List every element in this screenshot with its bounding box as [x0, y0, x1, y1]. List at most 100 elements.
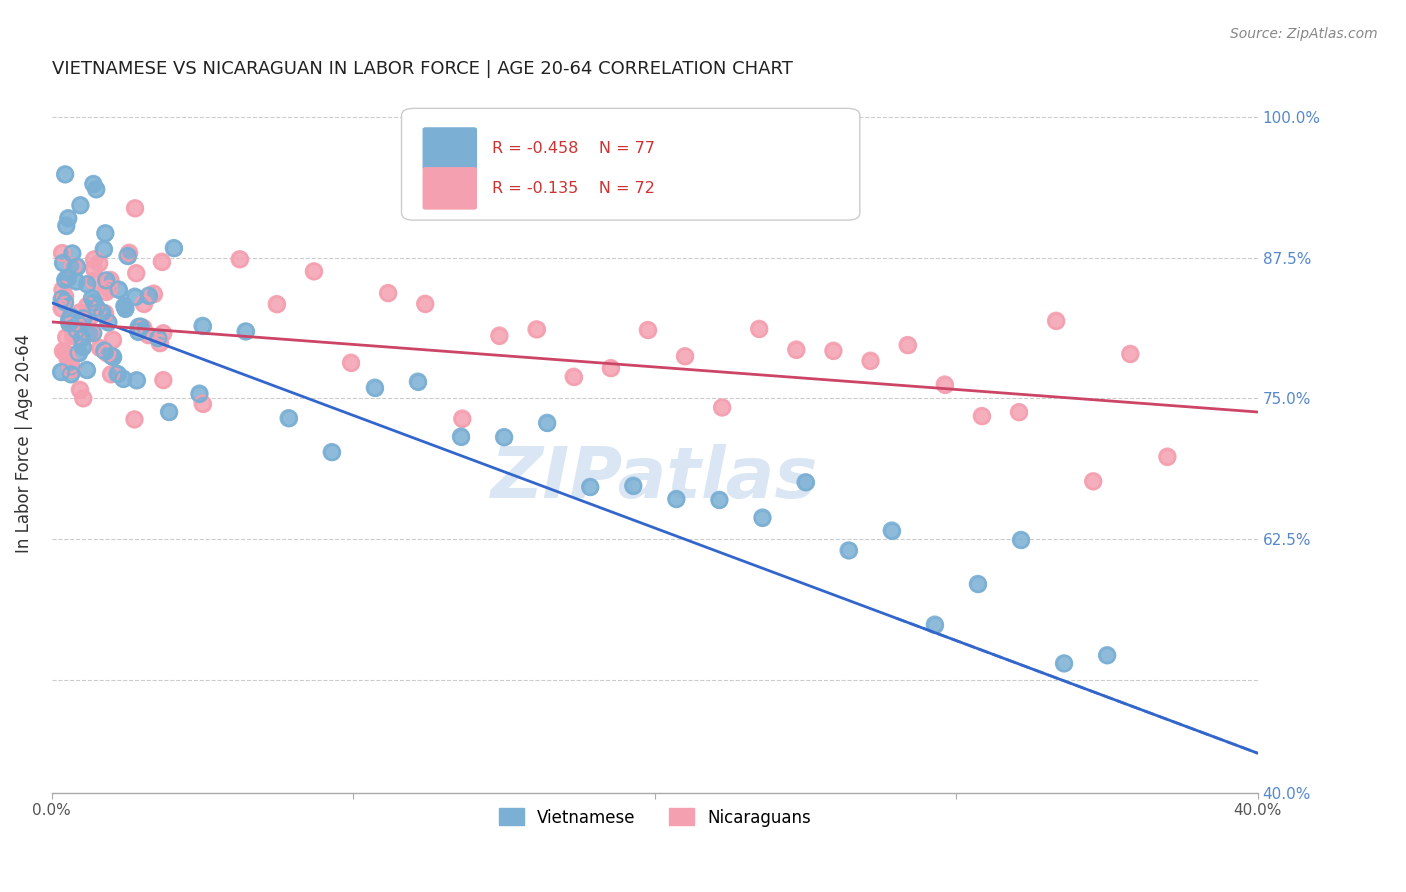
Point [149, 336, 172, 351]
Point [321, 445, 343, 459]
Legend: Vietnamese, Nicaraguans: Vietnamese, Nicaraguans [492, 802, 817, 833]
Point [98, 282, 121, 296]
Point [96, 273, 118, 287]
Point [94, 285, 117, 299]
Point [526, 322, 548, 336]
Point [124, 202, 146, 216]
Point [579, 480, 602, 494]
Point [1008, 405, 1031, 419]
Point [1119, 347, 1142, 361]
Point [80, 291, 103, 305]
Point [94, 285, 117, 299]
Point [377, 286, 399, 301]
Point [492, 430, 515, 444]
Point [562, 369, 585, 384]
Point [80, 326, 103, 341]
Point [1095, 648, 1118, 663]
Point [118, 245, 141, 260]
Point [450, 429, 472, 443]
Point [1156, 450, 1178, 464]
Point [117, 249, 139, 263]
Point [93, 242, 115, 256]
Point [138, 288, 160, 302]
Point [55, 346, 77, 360]
Point [69, 305, 91, 319]
Point [53, 295, 76, 310]
Point [188, 386, 211, 401]
Point [94, 226, 117, 240]
Point [785, 343, 807, 357]
Point [112, 372, 135, 386]
Point [599, 361, 621, 376]
Point [665, 491, 688, 506]
Point [84, 182, 107, 196]
Point [136, 328, 159, 343]
Point [266, 297, 288, 311]
Point [55, 330, 77, 344]
Point [55, 219, 77, 233]
Point [321, 445, 343, 459]
Point [53, 289, 76, 303]
Point [83, 261, 105, 276]
Point [148, 331, 170, 345]
Point [492, 430, 515, 444]
Point [163, 241, 186, 255]
Point [58, 211, 80, 226]
Point [451, 411, 474, 425]
Point [69, 383, 91, 397]
Point [235, 325, 257, 339]
Point [880, 524, 903, 538]
Point [1095, 648, 1118, 663]
Point [82, 177, 104, 191]
Point [934, 377, 956, 392]
Point [751, 510, 773, 524]
Point [1053, 657, 1076, 671]
Point [65, 275, 87, 289]
Point [157, 405, 180, 419]
Point [93, 343, 115, 358]
Point [880, 524, 903, 538]
Point [51, 283, 73, 297]
Text: ZIPatlas: ZIPatlas [491, 444, 818, 513]
Point [125, 266, 148, 280]
Point [100, 273, 122, 287]
Point [1010, 533, 1032, 547]
Point [58, 313, 80, 327]
Point [599, 361, 621, 376]
Point [56, 270, 79, 285]
Point [62, 260, 84, 274]
Point [83, 274, 105, 288]
Point [823, 343, 845, 358]
Point [340, 356, 363, 370]
Point [117, 249, 139, 263]
Point [101, 333, 124, 347]
Point [72, 340, 94, 354]
Point [673, 349, 696, 363]
Point [157, 405, 180, 419]
Point [107, 283, 129, 297]
Point [97, 316, 120, 330]
Point [132, 296, 155, 310]
Point [488, 328, 510, 343]
Point [100, 368, 122, 382]
Point [67, 317, 90, 331]
Point [66, 260, 89, 274]
Point [70, 331, 93, 345]
Point [82, 177, 104, 191]
Point [83, 274, 105, 288]
Point [72, 392, 94, 406]
Point [66, 323, 89, 337]
Point [152, 326, 174, 341]
Point [1010, 533, 1032, 547]
Point [970, 409, 993, 423]
Point [56, 270, 79, 285]
Point [52, 256, 75, 270]
Point [127, 325, 149, 339]
Point [1008, 405, 1031, 419]
Point [124, 290, 146, 304]
Point [76, 277, 98, 292]
Point [152, 373, 174, 387]
Point [124, 290, 146, 304]
Point [142, 286, 165, 301]
Point [228, 252, 250, 267]
